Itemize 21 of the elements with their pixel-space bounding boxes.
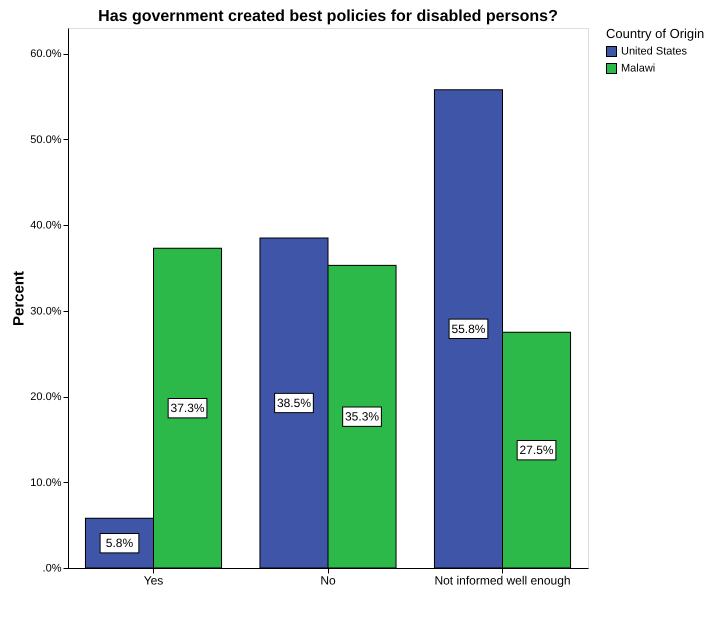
- y-tick-label: 30.0%: [30, 305, 62, 318]
- y-tick-label: 20.0%: [30, 391, 62, 404]
- data-label: 5.8%: [106, 536, 134, 550]
- x-tick-label: Yes: [144, 574, 164, 588]
- data-label: 35.3%: [345, 410, 380, 424]
- y-tick-label: 50.0%: [30, 134, 62, 146]
- legend-label: Malawi: [621, 62, 656, 74]
- y-tick-label: .0%: [42, 562, 62, 574]
- data-label: 55.8%: [451, 322, 486, 336]
- x-tick-label: No: [320, 574, 336, 588]
- y-axis-title: Percent: [10, 270, 28, 326]
- x-tick-label: Not informed well enough: [434, 574, 571, 588]
- y-tick-label: 60.0%: [30, 48, 62, 60]
- data-label: 38.5%: [276, 396, 312, 410]
- chart-title: Has government created best policies for disabled persons?: [98, 8, 558, 25]
- legend-title: Country of Origin: [606, 26, 704, 41]
- legend-label: United States: [621, 46, 688, 58]
- data-label: 27.5%: [520, 443, 554, 458]
- data-label: 37.3%: [170, 401, 205, 416]
- y-tick-label: 10.0%: [30, 476, 62, 489]
- y-tick-label: 40.0%: [30, 220, 62, 232]
